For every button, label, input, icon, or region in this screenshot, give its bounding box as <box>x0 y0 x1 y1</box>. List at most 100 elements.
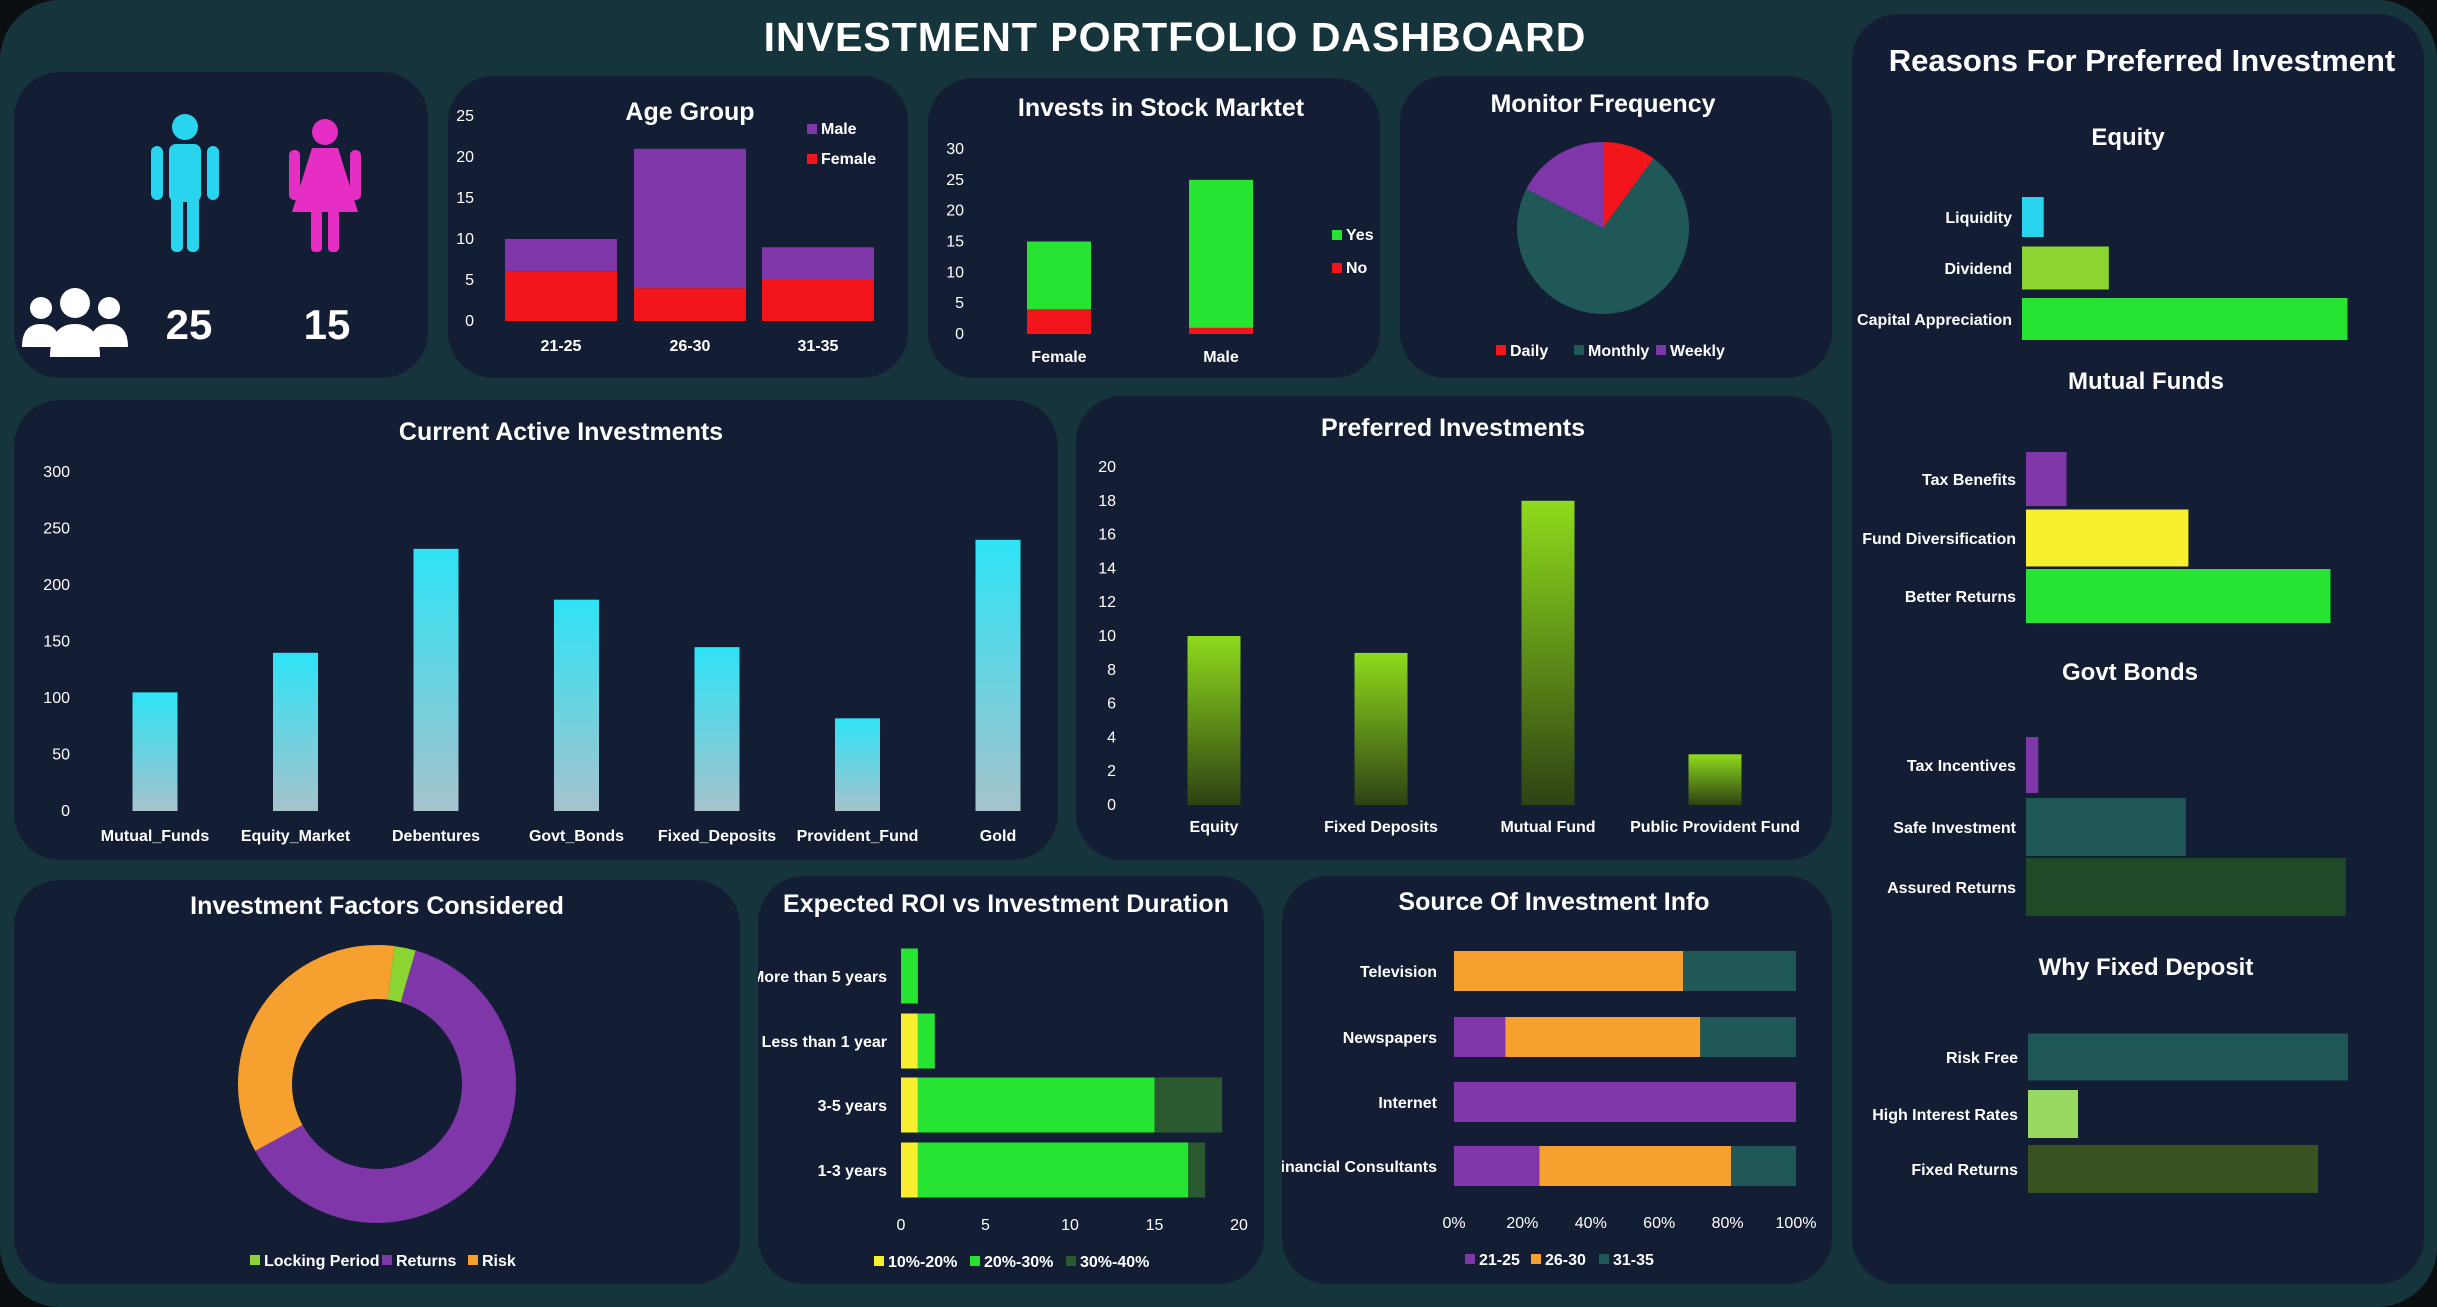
legend-swatch <box>1332 230 1342 240</box>
reason-bar <box>2022 197 2044 237</box>
reasons-chart: Reasons For Preferred Investment Equity Li… <box>1857 43 2395 1193</box>
x-tick-label: 100% <box>1776 1215 1817 1232</box>
y-tick-label: 250 <box>43 521 70 538</box>
bar-equity_market <box>273 652 318 811</box>
reason-bar <box>2026 737 2039 793</box>
y-tick-label: 5 <box>465 272 474 289</box>
legend-label: Yes <box>1346 227 1374 244</box>
age-group-panel: Age Group 0 5 10 15 20 25 21-25 26-30 31-35 Male Fe… <box>448 76 908 378</box>
monitor-frequency-panel: Monitor Frequency Daily Monthly Weekly <box>1400 76 1832 378</box>
y-tick-label: 50 <box>52 747 70 764</box>
y-category-label: Less than 1 year <box>762 1034 887 1051</box>
bar-fixed_deposits <box>694 647 740 811</box>
y-tick-label: 150 <box>43 634 70 651</box>
y-tick-label: 10 <box>456 231 474 248</box>
x-tick-label: 10 <box>1061 1217 1079 1234</box>
reasons-group-title: Govt Bonds <box>2062 659 2198 686</box>
current-active-chart: Current Active Investments 0 50 100 150 200 25… <box>43 418 1021 845</box>
bar-public-provident-fund <box>1688 754 1742 805</box>
bar-govt_bonds <box>554 599 599 811</box>
y-tick-label: 0 <box>61 803 70 820</box>
reason-label: Tax Incentives <box>1907 758 2016 775</box>
reason-label: High Interest Rates <box>1872 1107 2018 1124</box>
source-bar-2125 <box>1454 1082 1796 1122</box>
roi-bar-1020 <box>901 1013 918 1069</box>
source-bar-3135 <box>1700 1017 1796 1057</box>
stock-market-panel: Invests in Stock Marktet 0 5 10 15 20 25 30 Fema… <box>928 78 1380 378</box>
x-tick-label: Provident_Fund <box>797 828 919 845</box>
factors-legend-label: Returns <box>396 1253 457 1270</box>
preferred-investments-chart: Preferred Investments 0 2 4 6 8 10 12 14 16 18 20 Eq… <box>1098 414 1800 836</box>
monitor-legend-label: Daily <box>1510 343 1548 360</box>
chart-title: Preferred Investments <box>1321 414 1585 442</box>
x-tick-label: Male <box>1203 349 1239 366</box>
factors-slice-locking-period <box>387 946 416 1003</box>
roi-bar-3040 <box>1188 1142 1206 1198</box>
x-tick-label: 26-30 <box>670 338 711 355</box>
x-tick-label: Mutual_Funds <box>101 828 210 845</box>
source-legend-swatch <box>1599 1254 1609 1264</box>
y-tick-label: 6 <box>1107 696 1116 713</box>
factors-legend-swatch <box>382 1255 392 1265</box>
source-bar-2630 <box>1505 1017 1701 1057</box>
x-tick-label: Fixed Deposits <box>1324 819 1438 836</box>
x-tick-label: 0 <box>897 1217 906 1234</box>
x-tick-label: 0% <box>1442 1215 1465 1232</box>
roi-legend-label: 20%-30% <box>984 1254 1053 1271</box>
y-tick-label: 14 <box>1098 560 1116 577</box>
roi-legend-label: 30%-40% <box>1080 1254 1149 1271</box>
roi-duration-chart: Expected ROI vs Investment Duration More … <box>751 890 1248 1271</box>
factors-legend-swatch <box>250 1255 260 1265</box>
monitor-legend-swatch <box>1656 345 1666 355</box>
x-tick-label: 80% <box>1712 1215 1744 1232</box>
chart-title: Monitor Frequency <box>1490 90 1715 118</box>
y-tick-label: 20 <box>456 149 474 166</box>
source-legend-label: 21-25 <box>1479 1252 1520 1269</box>
bar-no <box>1189 327 1253 334</box>
reason-bar <box>2022 246 2109 290</box>
y-category-label: 1-3 years <box>818 1163 887 1180</box>
source-bar-2125 <box>1454 1017 1506 1057</box>
x-tick-label: 21-25 <box>541 338 582 355</box>
roi-legend-swatch <box>1066 1256 1076 1266</box>
x-tick-label: Equity <box>1190 819 1239 836</box>
reason-bar <box>2028 1145 2318 1193</box>
reason-label: Dividend <box>1944 261 2012 278</box>
monitor-legend-label: Monthly <box>1588 343 1649 360</box>
reason-bar <box>2026 858 2346 916</box>
y-tick-label: 100 <box>43 690 70 707</box>
chart-title: Invests in Stock Marktet <box>1018 94 1305 122</box>
y-tick-label: 18 <box>1098 493 1116 510</box>
bar-fixed-deposits <box>1354 652 1408 805</box>
monitor-frequency-chart: Monitor Frequency Daily Monthly Weekly <box>1490 90 1724 360</box>
bar-female <box>505 271 617 321</box>
reasons-panel: Reasons For Preferred Investment Equity Li… <box>1852 14 2424 1284</box>
reason-label: Fund Diversification <box>1862 531 2016 548</box>
x-tick-label: Debentures <box>392 828 480 845</box>
x-tick-label: Mutual Fund <box>1500 819 1595 836</box>
bar-debentures <box>413 548 459 811</box>
factors-legend-swatch <box>468 1255 478 1265</box>
y-category-label: Television <box>1360 964 1437 981</box>
reason-bar <box>2026 569 2331 623</box>
y-tick-label: 200 <box>43 577 70 594</box>
roi-bar-2030 <box>917 1142 1189 1198</box>
y-category-label: Newspapers <box>1343 1030 1437 1047</box>
roi-panel: Expected ROI vs Investment Duration More … <box>751 876 1264 1284</box>
x-tick-label: 5 <box>981 1217 990 1234</box>
x-tick-label: Equity_Market <box>241 828 351 845</box>
bar-no <box>1027 309 1091 334</box>
female-person-icon <box>289 119 361 252</box>
info-source-panel: Source Of Investment Info Television Newsp… <box>1271 876 1832 1284</box>
reasons-group-title: Mutual Funds <box>2068 368 2224 395</box>
x-tick-label: Public Provident Fund <box>1630 819 1800 836</box>
bar-male <box>762 247 874 280</box>
bar-yes <box>1189 179 1253 328</box>
roi-bar-1020 <box>901 1077 918 1133</box>
source-bar-2125 <box>1454 1146 1540 1186</box>
y-tick-label: 2 <box>1107 763 1116 780</box>
factors-slice-returns <box>255 950 516 1223</box>
y-tick-label: 10 <box>1098 628 1116 645</box>
reason-label: Fixed Returns <box>1911 1162 2018 1179</box>
male-person-icon <box>151 114 219 252</box>
